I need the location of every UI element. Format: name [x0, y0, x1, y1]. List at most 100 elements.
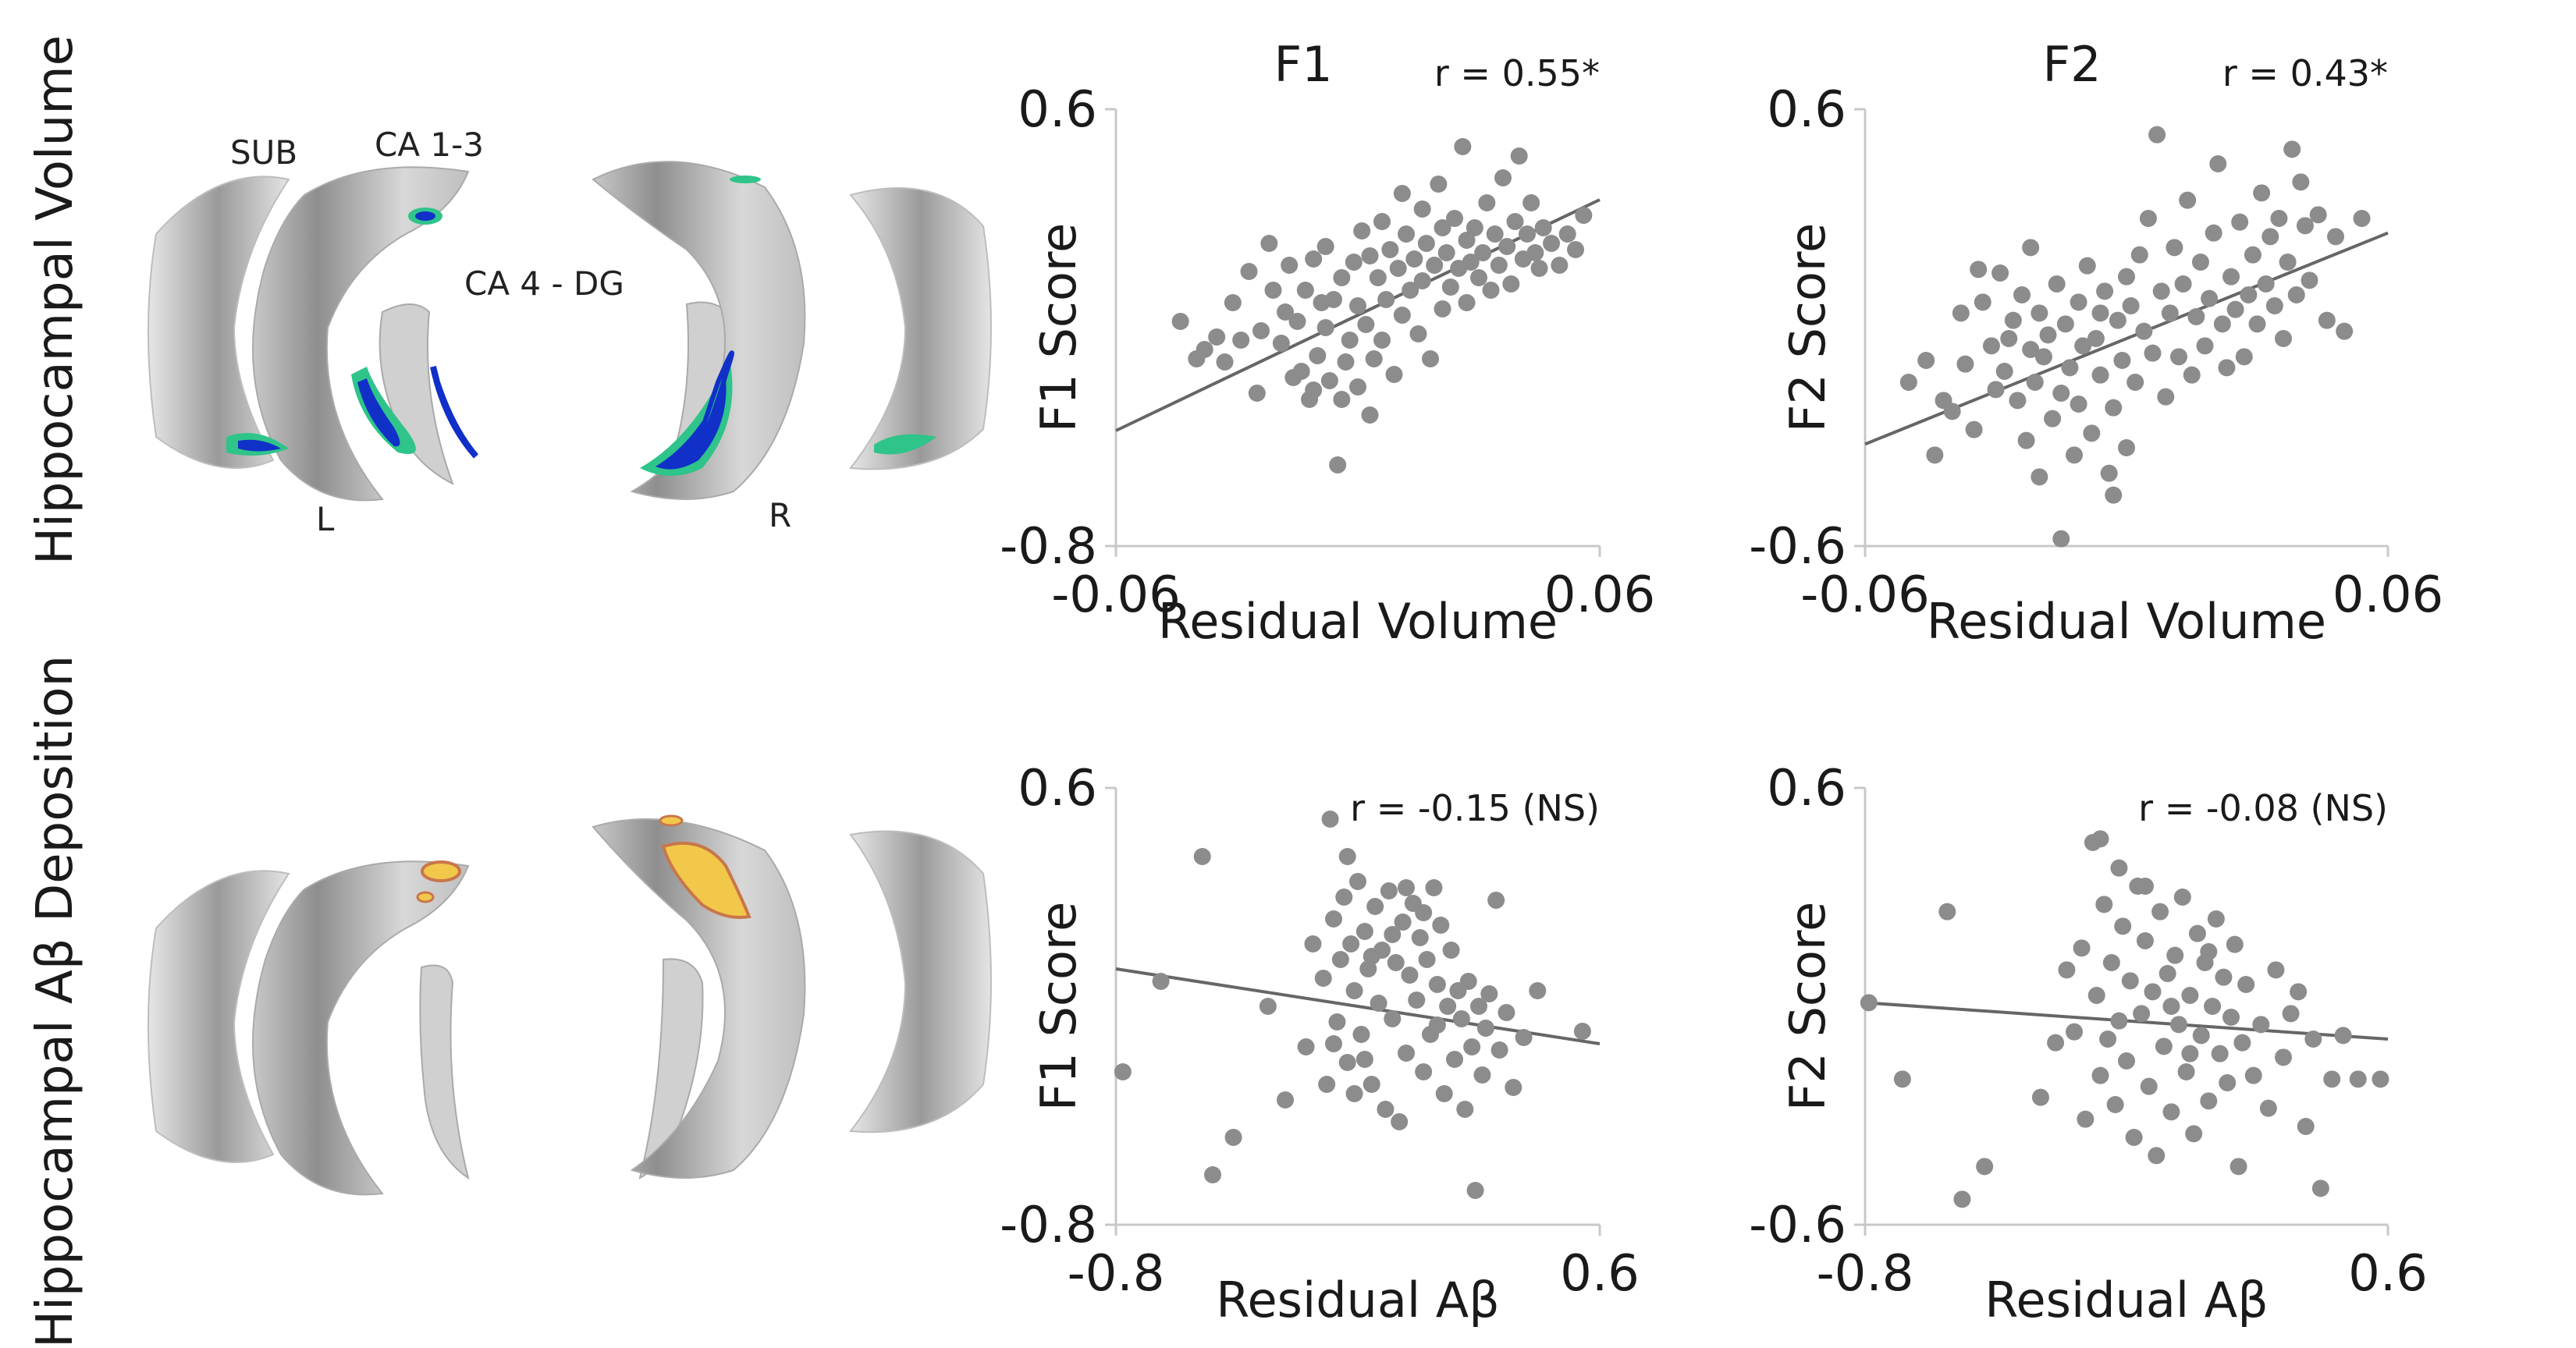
- data-point: [1494, 169, 1512, 186]
- data-point: [2213, 315, 2231, 333]
- data-point: [1408, 991, 1426, 1009]
- data-point: [1943, 403, 1961, 420]
- data-point: [1361, 406, 1379, 424]
- data-point: [1325, 1035, 1342, 1052]
- data-point: [1926, 446, 1944, 464]
- data-point: [1498, 238, 1516, 255]
- data-point: [2230, 1158, 2247, 1176]
- data-point: [1523, 194, 1540, 211]
- data-point: [2279, 254, 2297, 271]
- data-point: [2226, 300, 2244, 318]
- data-point: [2292, 173, 2310, 191]
- data-point: [1409, 325, 1427, 342]
- data-point: [1345, 982, 1363, 999]
- data-point: [1426, 257, 1444, 274]
- data-point: [2334, 1027, 2352, 1045]
- data-point: [1463, 1038, 1481, 1055]
- data-point: [1353, 222, 1371, 239]
- regression-line: [1864, 231, 2389, 446]
- data-point: [2200, 1092, 2218, 1110]
- data-point: [2100, 464, 2118, 482]
- data-point: [2270, 210, 2288, 227]
- data-point: [1502, 275, 1520, 293]
- data-point: [1473, 1066, 1491, 1084]
- data-point: [1510, 147, 1528, 165]
- data-point: [2022, 341, 2040, 358]
- data-point: [1476, 1020, 1494, 1037]
- data-point: [2181, 1045, 2199, 1062]
- data-point: [1171, 313, 1189, 330]
- data-point: [1486, 225, 1504, 243]
- data-point: [1506, 213, 1524, 230]
- data-point: [2073, 939, 2091, 957]
- data-point: [1349, 297, 1366, 314]
- data-point: [1193, 848, 1211, 865]
- data-point: [1393, 185, 1411, 202]
- data-point: [1982, 337, 2000, 355]
- data-point: [2252, 1016, 2270, 1034]
- data-point: [1534, 219, 1552, 236]
- data-point: [2044, 410, 2062, 427]
- data-point: [1304, 935, 1322, 952]
- data-point: [1224, 1129, 1242, 1146]
- data-point: [2170, 348, 2187, 366]
- y-tick-label: 0.6: [1767, 760, 1846, 818]
- data-point: [1474, 244, 1492, 261]
- data-point: [1446, 1051, 1463, 1068]
- data-point: [1987, 381, 2005, 399]
- data-point: [2105, 399, 2123, 417]
- data-point: [1398, 879, 1415, 896]
- data-point: [1529, 982, 1547, 999]
- data-point: [2022, 239, 2040, 257]
- data-point: [1365, 350, 1383, 367]
- x-tick-label: 0.06: [2333, 566, 2444, 624]
- data-point: [2248, 315, 2266, 333]
- data-point: [2173, 889, 2191, 906]
- x-tick-label: 0.6: [1560, 1245, 1640, 1303]
- data-point: [1224, 294, 1242, 311]
- data-point: [1329, 456, 1347, 474]
- data-point: [1530, 260, 1548, 277]
- data-point: [1952, 304, 1970, 322]
- data-point: [1356, 1051, 1373, 1068]
- data-point: [2083, 424, 2101, 442]
- data-point: [2056, 315, 2074, 333]
- data-point: [1384, 1010, 1402, 1027]
- data-point: [1277, 303, 1294, 321]
- data-point: [2218, 359, 2236, 377]
- data-point: [1314, 970, 1332, 987]
- data-point: [1413, 272, 1431, 289]
- x-tick-label: 0.6: [2348, 1245, 2428, 1303]
- data-point: [1437, 244, 1455, 261]
- data-point: [2267, 961, 2285, 979]
- plot-title: F1: [1274, 36, 1332, 93]
- data-point: [2283, 140, 2301, 158]
- data-point: [2144, 344, 2162, 362]
- data-point: [2253, 184, 2271, 202]
- data-point: [2166, 946, 2184, 964]
- data-point: [1413, 200, 1431, 218]
- data-point: [2226, 935, 2244, 953]
- data-point: [1402, 282, 1419, 299]
- data-point: [1297, 1038, 1315, 1055]
- label-ca13: CA 1-3: [375, 126, 484, 164]
- data-point: [2297, 1118, 2315, 1135]
- data-point: [1526, 244, 1544, 261]
- data-point: [1387, 954, 1405, 971]
- data-point: [2070, 396, 2087, 413]
- data-point: [2166, 239, 2183, 257]
- data-point: [2121, 972, 2139, 990]
- data-point: [1478, 194, 1496, 211]
- data-point: [1204, 1166, 1221, 1183]
- data-point: [2039, 326, 2057, 344]
- data-point: [1333, 391, 1351, 408]
- data-point: [2240, 286, 2258, 303]
- y-tick-label: 0.6: [1018, 81, 1097, 139]
- data-point: [1316, 238, 1334, 255]
- x-tick-label: -0.8: [1817, 1245, 1914, 1303]
- data-point: [2133, 1005, 2151, 1023]
- y-axis-label: F2 Score: [1779, 902, 1836, 1111]
- data-point: [1208, 328, 1226, 346]
- data-point: [1264, 282, 1282, 299]
- data-point: [1893, 1070, 1911, 1088]
